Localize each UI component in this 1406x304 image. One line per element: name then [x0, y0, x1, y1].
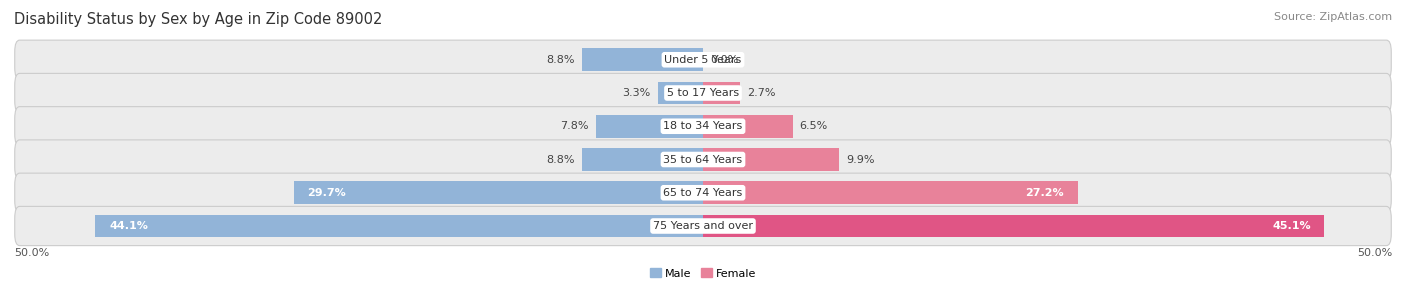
- Text: 27.2%: 27.2%: [1025, 188, 1064, 198]
- Text: Source: ZipAtlas.com: Source: ZipAtlas.com: [1274, 12, 1392, 22]
- Text: 3.3%: 3.3%: [623, 88, 651, 98]
- Text: 65 to 74 Years: 65 to 74 Years: [664, 188, 742, 198]
- Bar: [703, 82, 740, 104]
- Text: 75 Years and over: 75 Years and over: [652, 221, 754, 231]
- FancyBboxPatch shape: [14, 173, 1392, 212]
- Bar: [703, 215, 1324, 237]
- Text: Disability Status by Sex by Age in Zip Code 89002: Disability Status by Sex by Age in Zip C…: [14, 12, 382, 27]
- Bar: [582, 148, 703, 171]
- FancyBboxPatch shape: [14, 140, 1392, 179]
- FancyBboxPatch shape: [14, 40, 1392, 79]
- Text: 8.8%: 8.8%: [547, 55, 575, 65]
- FancyBboxPatch shape: [14, 206, 1392, 246]
- Text: 7.8%: 7.8%: [560, 121, 589, 131]
- Text: 5 to 17 Years: 5 to 17 Years: [666, 88, 740, 98]
- Text: 44.1%: 44.1%: [110, 221, 148, 231]
- Text: Under 5 Years: Under 5 Years: [665, 55, 741, 65]
- Text: 0.0%: 0.0%: [710, 55, 738, 65]
- Text: 29.7%: 29.7%: [308, 188, 346, 198]
- Text: 9.9%: 9.9%: [846, 154, 875, 164]
- Text: 50.0%: 50.0%: [14, 248, 49, 257]
- Text: 45.1%: 45.1%: [1272, 221, 1310, 231]
- Bar: [703, 148, 839, 171]
- Bar: [596, 115, 703, 137]
- FancyBboxPatch shape: [14, 73, 1392, 112]
- Bar: [582, 48, 703, 71]
- Bar: [658, 82, 703, 104]
- Text: 50.0%: 50.0%: [1357, 248, 1392, 257]
- Bar: [703, 115, 793, 137]
- FancyBboxPatch shape: [14, 107, 1392, 146]
- Bar: [294, 181, 703, 204]
- Text: 35 to 64 Years: 35 to 64 Years: [664, 154, 742, 164]
- Text: 2.7%: 2.7%: [747, 88, 776, 98]
- Text: 8.8%: 8.8%: [547, 154, 575, 164]
- Bar: [703, 181, 1078, 204]
- Text: 18 to 34 Years: 18 to 34 Years: [664, 121, 742, 131]
- Legend: Male, Female: Male, Female: [647, 265, 759, 282]
- Bar: [96, 215, 703, 237]
- Text: 6.5%: 6.5%: [800, 121, 828, 131]
